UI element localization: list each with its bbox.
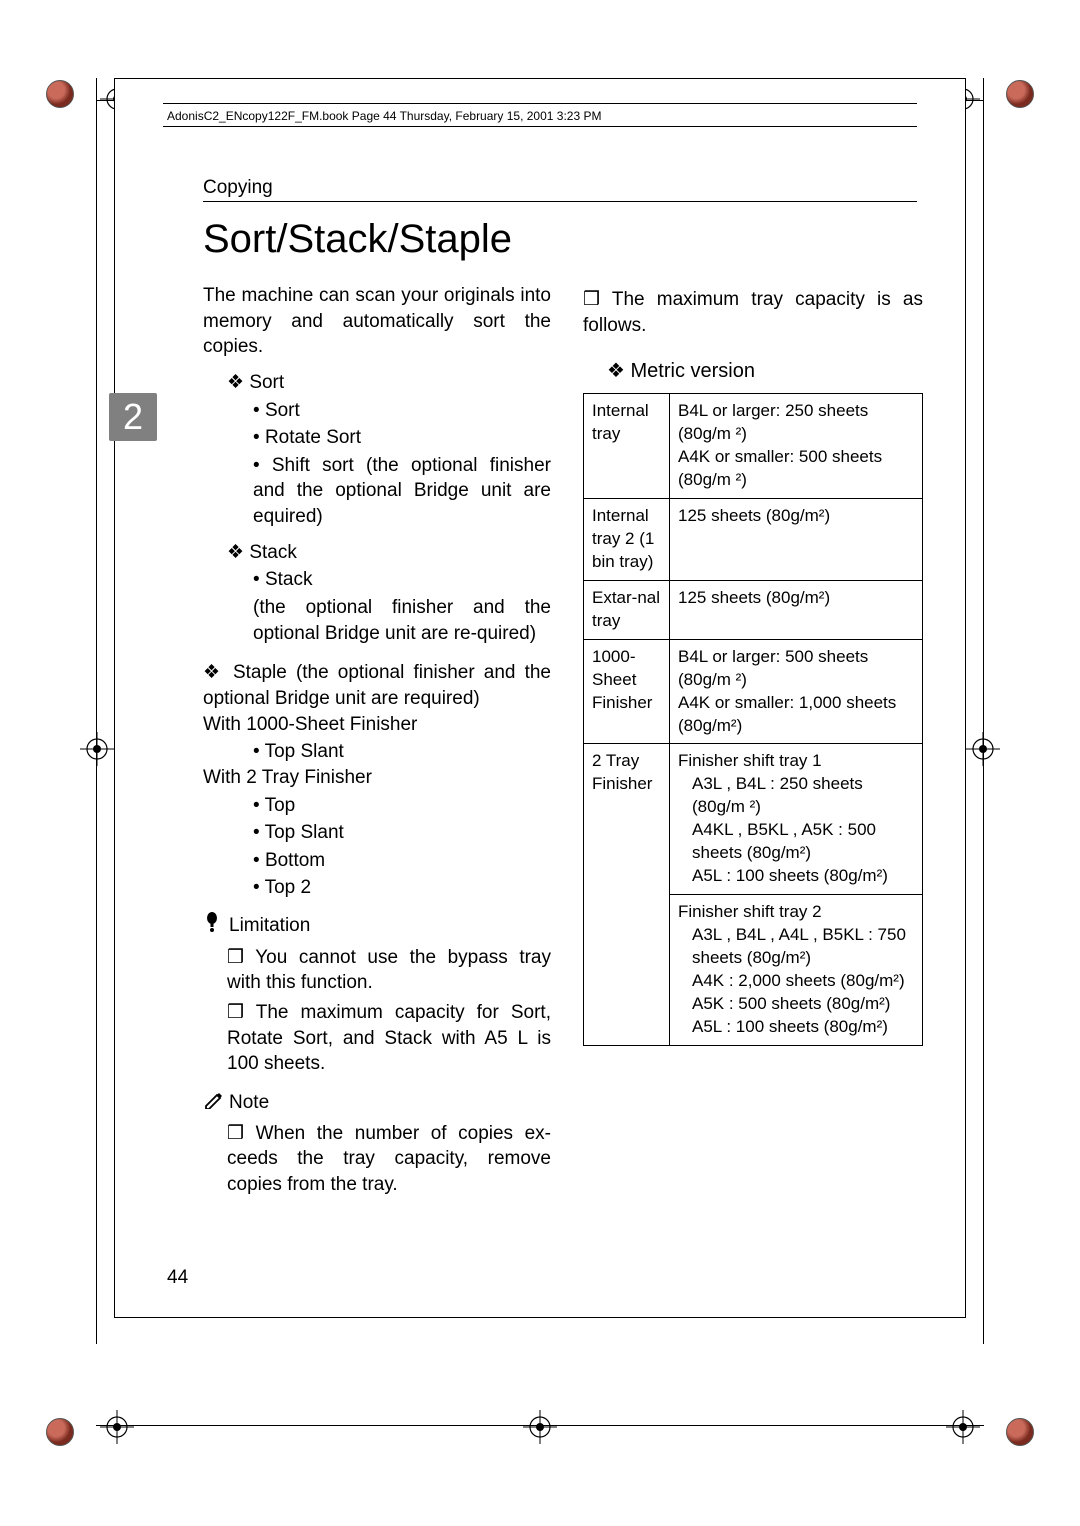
corner-dot-tl	[46, 80, 74, 108]
frame-line-left	[96, 78, 97, 1344]
limitation-heading: Limitation	[203, 911, 551, 941]
shift-tray-2-line-a: A3L , B4L , A4L , B5KL : 750 sheets (80g…	[692, 924, 914, 970]
with-1000-item: • Top Slant	[253, 739, 551, 765]
left-column: The machine can scan your originals into…	[203, 283, 551, 1198]
limitation-label: Limitation	[229, 913, 310, 939]
shift-tray-1-head: Finisher shift tray 1	[678, 750, 914, 773]
staple-text: ❖ Staple (the optional finisher and the …	[203, 660, 551, 711]
limitation-icon	[203, 911, 221, 941]
page-title: Sort/Stack/Staple	[203, 217, 512, 262]
with-1000-label: With 1000-Sheet Finisher	[203, 712, 551, 738]
table-row: 2 Tray Finisher Finisher shift tray 1 A3…	[584, 744, 923, 895]
intro-text: The machine can scan your originals into…	[203, 283, 551, 360]
table-row: Extar-nal tray 125 sheets (80g/m²)	[584, 580, 923, 639]
reg-mark-left	[80, 732, 114, 766]
shift-tray-2-line-b: A4K : 2,000 sheets (80g/m²)	[692, 970, 914, 993]
limitation-item-1: ❒ You cannot use the bypass tray with th…	[227, 945, 551, 996]
stack-item-note: (the optional finisher and the optional …	[253, 595, 551, 646]
capacity-table: Internal tray B4L or larger: 250 sheets …	[583, 393, 923, 1045]
note-item-1: ❒ When the number of copies ex-ceeds the…	[227, 1121, 551, 1198]
cell-label-internal-tray: Internal tray	[584, 394, 670, 499]
cell-value-2tray-shift2: Finisher shift tray 2 A3L , B4L , A4L , …	[670, 895, 923, 1046]
reg-mark-br	[946, 1410, 980, 1444]
cell-label-1000sheet: 1000-Sheet Finisher	[584, 639, 670, 744]
stack-item-stack: • Stack	[253, 567, 551, 593]
sort-item-sort: • Sort	[253, 398, 551, 424]
sort-item-rotate: • Rotate Sort	[253, 425, 551, 451]
stack-heading: ❖ Stack	[227, 540, 551, 566]
pencil-icon	[203, 1089, 223, 1117]
page-number: 44	[167, 1267, 188, 1289]
running-head-rule	[203, 201, 917, 202]
with-2tray-item-top2: • Top 2	[253, 875, 551, 901]
cell-value-2tray-shift1: Finisher shift tray 1 A3L , B4L : 250 sh…	[670, 744, 923, 895]
with-2tray-item-topslant: • Top Slant	[253, 820, 551, 846]
chapter-number: 2	[123, 396, 143, 438]
reg-mark-bl	[100, 1410, 134, 1444]
sort-heading: ❖ Sort	[227, 370, 551, 396]
frame-line-right	[983, 78, 984, 1344]
running-head: Copying	[203, 177, 273, 199]
header-meta-text: AdonisC2_ENcopy122F_FM.book Page 44 Thur…	[167, 109, 601, 123]
table-row: Internal tray B4L or larger: 250 sheets …	[584, 394, 923, 499]
corner-dot-br	[1006, 1418, 1034, 1446]
page-frame: AdonisC2_ENcopy122F_FM.book Page 44 Thur…	[114, 78, 966, 1318]
note-label: Note	[229, 1090, 269, 1116]
corner-dot-tr	[1006, 80, 1034, 108]
limitation-item-2: ❒ The maximum capacity for Sort, Rotate …	[227, 1000, 551, 1077]
note-heading: Note	[203, 1089, 551, 1117]
cell-value-internal-tray2: 125 sheets (80g/m²)	[670, 499, 923, 581]
cell-label-2tray: 2 Tray Finisher	[584, 744, 670, 1045]
frame-line-bottom	[96, 1425, 984, 1426]
cell-value-internal-tray: B4L or larger: 250 sheets (80g/m ²) A4K …	[670, 394, 923, 499]
shift-tray-2-line-d: A5L : 100 sheets (80g/m²)	[692, 1016, 914, 1039]
cell-value-external-tray: 125 sheets (80g/m²)	[670, 580, 923, 639]
shift-tray-1-line-a: A3L , B4L : 250 sheets (80g/m ²)	[692, 773, 914, 819]
cell-value-1000sheet: B4L or larger: 500 sheets (80g/m ²) A4K …	[670, 639, 923, 744]
table-row: 1000-Sheet Finisher B4L or larger: 500 s…	[584, 639, 923, 744]
table-row: Internal tray 2 (1 bin tray) 125 sheets …	[584, 499, 923, 581]
with-2tray-item-bottom: • Bottom	[253, 848, 551, 874]
shift-tray-2-head: Finisher shift tray 2	[678, 901, 914, 924]
cell-label-internal-tray2: Internal tray 2 (1 bin tray)	[584, 499, 670, 581]
right-column: ❒ The maximum tray capacity is as follow…	[583, 283, 923, 1198]
cell-label-external-tray: Extar-nal tray	[584, 580, 670, 639]
shift-tray-1-line-c: A5L : 100 sheets (80g/m²)	[692, 865, 914, 888]
with-2tray-item-top: • Top	[253, 793, 551, 819]
sort-item-shift: • Shift sort (the optional finisher and …	[253, 453, 551, 530]
shift-tray-2-line-c: A5K : 500 sheets (80g/m²)	[692, 993, 914, 1016]
reg-mark-bottom-center	[523, 1410, 557, 1444]
with-2tray-label: With 2 Tray Finisher	[203, 765, 551, 791]
right-intro: ❒ The maximum tray capacity is as follow…	[583, 287, 923, 338]
shift-tray-1-line-b: A4KL , B5KL , A5K : 500 sheets (80g/m²)	[692, 819, 914, 865]
corner-dot-bl	[46, 1418, 74, 1446]
metric-version-heading: ❖ Metric version	[607, 358, 923, 385]
chapter-tab: 2	[109, 393, 157, 441]
